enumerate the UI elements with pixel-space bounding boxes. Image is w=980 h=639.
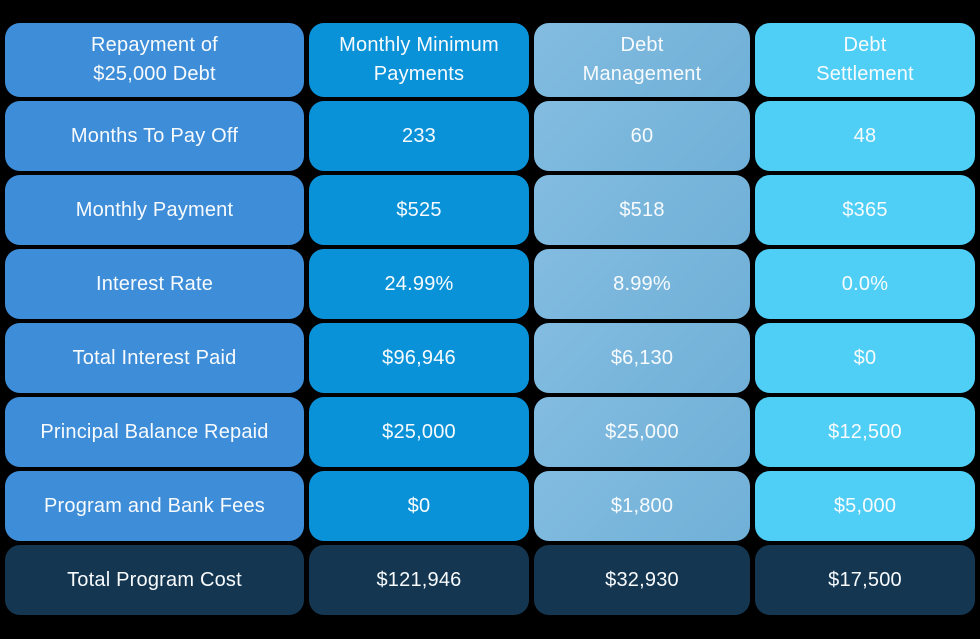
header-cell-monthly-minimum: Monthly Minimum Payments: [309, 23, 529, 97]
header-cell-debt-settlement: Debt Settlement: [755, 23, 975, 97]
debt-comparison-table: Repayment of $25,000 Debt Monthly Minimu…: [5, 23, 975, 615]
header-line: Repayment of: [91, 34, 218, 56]
value-principal-minimum: $25,000: [309, 397, 529, 467]
value-rate-minimum: 24.99%: [309, 249, 529, 319]
value-fees-settlement: $5,000: [755, 471, 975, 541]
value-total-settlement: $17,500: [755, 545, 975, 615]
row-label-months-to-pay-off: Months To Pay Off: [5, 101, 304, 171]
value-principal-management: $25,000: [534, 397, 750, 467]
value-fees-management: $1,800: [534, 471, 750, 541]
value-months-settlement: 48: [755, 101, 975, 171]
value-payment-minimum: $525: [309, 175, 529, 245]
value-payment-management: $518: [534, 175, 750, 245]
row-label-total-interest-paid: Total Interest Paid: [5, 323, 304, 393]
row-label-total-program-cost: Total Program Cost: [5, 545, 304, 615]
header-line: $25,000 Debt: [93, 63, 216, 85]
value-rate-settlement: 0.0%: [755, 249, 975, 319]
value-total-minimum: $121,946: [309, 545, 529, 615]
header-line: Management: [582, 63, 702, 85]
header-line: Monthly Minimum: [339, 34, 499, 56]
header-cell-repayment: Repayment of $25,000 Debt: [5, 23, 304, 97]
value-principal-settlement: $12,500: [755, 397, 975, 467]
header-line: Debt: [843, 34, 887, 56]
row-label-interest-rate: Interest Rate: [5, 249, 304, 319]
header-cell-debt-management: Debt Management: [534, 23, 750, 97]
value-fees-minimum: $0: [309, 471, 529, 541]
row-label-monthly-payment: Monthly Payment: [5, 175, 304, 245]
value-total-management: $32,930: [534, 545, 750, 615]
header-line: Payments: [373, 63, 465, 85]
row-label-principal-balance-repaid: Principal Balance Repaid: [5, 397, 304, 467]
value-interest-settlement: $0: [755, 323, 975, 393]
row-label-program-and-bank-fees: Program and Bank Fees: [5, 471, 304, 541]
value-payment-settlement: $365: [755, 175, 975, 245]
header-line: Settlement: [816, 63, 914, 85]
value-months-minimum: 233: [309, 101, 529, 171]
value-interest-minimum: $96,946: [309, 323, 529, 393]
value-interest-management: $6,130: [534, 323, 750, 393]
header-line: Debt: [620, 34, 664, 56]
value-rate-management: 8.99%: [534, 249, 750, 319]
value-months-management: 60: [534, 101, 750, 171]
